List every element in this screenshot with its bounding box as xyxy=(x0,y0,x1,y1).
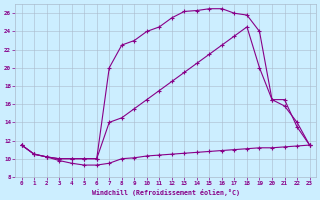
X-axis label: Windchill (Refroidissement éolien,°C): Windchill (Refroidissement éolien,°C) xyxy=(92,189,240,196)
